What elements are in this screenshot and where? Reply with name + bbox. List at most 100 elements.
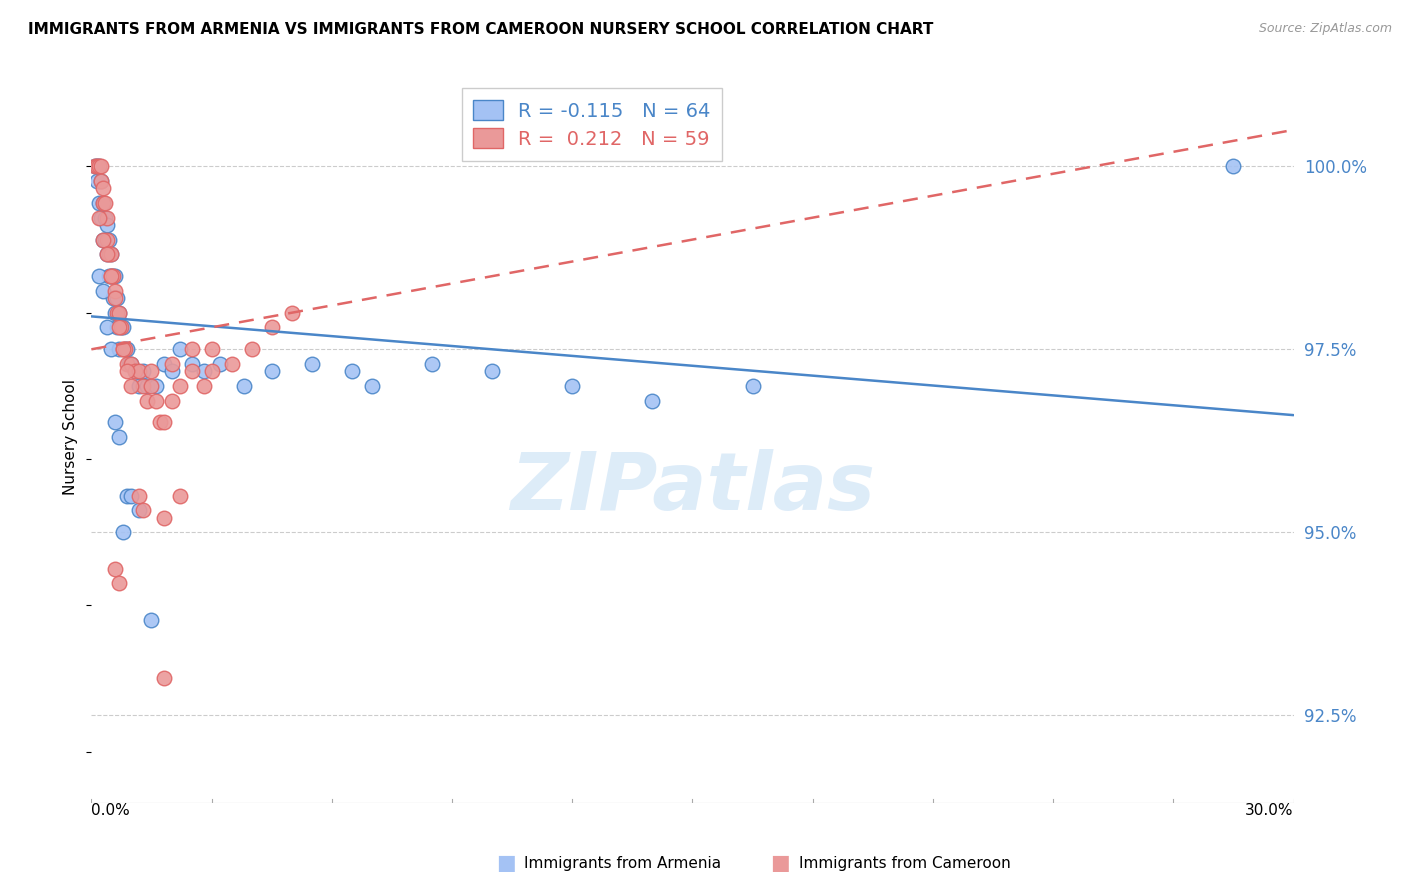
Point [94,196,117,211]
Point [1222,160,1244,174]
Point [89,269,111,284]
Point [104,269,127,284]
Point [86,174,108,188]
Point [93,233,115,247]
Point [93,196,115,211]
Point [98,269,121,284]
Point [180,343,202,357]
Text: IMMIGRANTS FROM ARMENIA VS IMMIGRANTS FROM CAMEROON NURSERY SCHOOL CORRELATION C: IMMIGRANTS FROM ARMENIA VS IMMIGRANTS FR… [28,22,934,37]
Point [124,364,146,378]
Point [193,364,215,378]
Point [100,247,122,261]
Point [741,379,763,393]
Text: 0.0%: 0.0% [91,803,131,818]
Point [117,364,139,378]
Point [100,247,122,261]
Point [90,160,112,174]
Text: 30.0%: 30.0% [1246,803,1294,818]
Point [96,218,118,232]
Point [208,357,231,371]
Point [141,364,163,378]
Point [118,357,141,371]
Point [89,196,111,211]
Text: ■: ■ [496,854,516,873]
Point [117,343,139,357]
Point [132,364,155,378]
Point [169,343,191,357]
Point [141,379,163,393]
Point [121,357,143,371]
Y-axis label: Nursery School: Nursery School [63,379,79,495]
Point [152,510,174,524]
Point [93,196,115,211]
Point [160,393,183,408]
Point [232,379,254,393]
Point [240,343,263,357]
Point [117,357,139,371]
Point [98,233,121,247]
Point [152,416,174,430]
Point [94,211,117,225]
Point [93,181,115,195]
Point [108,306,131,320]
Point [96,247,118,261]
Point [641,393,664,408]
Point [93,284,115,298]
Point [169,379,191,393]
Point [112,343,135,357]
Point [103,291,125,305]
Point [96,320,118,334]
Text: Immigrants from Cameroon: Immigrants from Cameroon [799,856,1011,871]
Point [107,291,129,305]
Point [145,393,167,408]
Point [121,379,143,393]
Text: ZIPatlas: ZIPatlas [510,450,875,527]
Point [103,269,125,284]
Point [93,233,115,247]
Point [124,364,146,378]
Point [90,211,112,225]
Point [112,525,135,540]
Point [221,357,243,371]
Point [100,269,122,284]
Point [128,379,150,393]
Point [152,672,174,686]
Point [108,430,131,444]
Point [96,211,118,225]
Point [110,320,132,334]
Point [360,379,382,393]
Point [136,379,159,393]
Point [260,364,283,378]
Point [148,416,170,430]
Text: Source: ZipAtlas.com: Source: ZipAtlas.com [1258,22,1392,36]
Point [110,320,132,334]
Point [193,379,215,393]
Point [96,233,118,247]
Legend: R = -0.115   N = 64, R =  0.212   N = 59: R = -0.115 N = 64, R = 0.212 N = 59 [461,88,723,161]
Point [112,343,135,357]
Point [160,364,183,378]
Point [180,364,202,378]
Point [420,357,443,371]
Point [281,306,304,320]
Point [169,489,191,503]
Point [104,416,127,430]
Point [96,247,118,261]
Point [90,174,112,188]
Point [107,306,129,320]
Point [152,357,174,371]
Point [121,489,143,503]
Point [132,503,155,517]
Point [201,343,224,357]
Point [180,357,202,371]
Point [100,269,122,284]
Point [340,364,363,378]
Point [84,160,107,174]
Point [94,233,117,247]
Point [145,379,167,393]
Point [89,160,111,174]
Point [108,320,131,334]
Point [136,393,159,408]
Point [104,562,127,576]
Point [90,174,112,188]
